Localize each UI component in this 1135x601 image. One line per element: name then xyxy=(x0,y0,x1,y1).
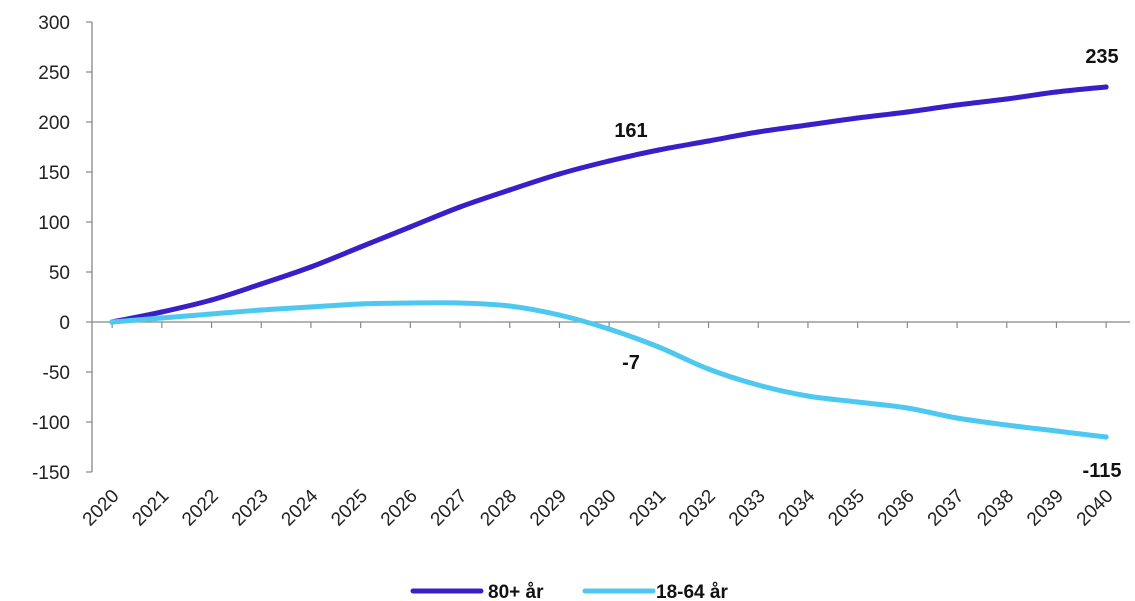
y-tick-label: 150 xyxy=(38,163,70,184)
data-label: 161 xyxy=(614,120,647,142)
axes xyxy=(91,22,1130,472)
series-1-point xyxy=(1103,434,1109,440)
y-tick-label: 300 xyxy=(38,13,70,34)
x-tick-label: 2028 xyxy=(476,486,521,531)
series-1-point xyxy=(407,300,413,306)
y-tick-label: -100 xyxy=(32,413,70,434)
series-1-point xyxy=(1053,428,1059,434)
x-tick-labels: 2020 2021 2022 2023 2024 2025 2026 2027 2028 2029… xyxy=(79,322,1118,530)
x-tick-label: 2035 xyxy=(824,486,869,531)
series-0-point xyxy=(606,158,612,164)
series-1-point xyxy=(556,312,562,318)
series-1-point xyxy=(805,393,811,399)
series-1-point xyxy=(606,326,612,332)
y-tick-label: 50 xyxy=(49,263,70,284)
x-tick-label: 2029 xyxy=(526,486,571,531)
series-0-point xyxy=(159,309,165,315)
y-tick-label: 250 xyxy=(38,63,70,84)
x-tick-label: 2027 xyxy=(427,486,472,531)
series-0-point xyxy=(805,122,811,128)
series-0-point xyxy=(407,224,413,230)
series-0-point xyxy=(954,102,960,108)
series-1-point xyxy=(159,315,165,321)
series-lines xyxy=(109,84,1109,440)
series-0-point xyxy=(308,264,314,270)
series-0-point xyxy=(1004,96,1010,102)
series-1-point xyxy=(357,301,364,307)
series-0-point xyxy=(904,109,910,115)
series-0-point xyxy=(556,171,562,177)
x-tick-label: 2021 xyxy=(128,486,173,531)
series-1-point xyxy=(1004,422,1010,428)
series-1-point xyxy=(507,303,513,309)
series-1-point xyxy=(705,366,712,372)
data-label: -7 xyxy=(622,352,640,374)
series-1-point xyxy=(656,344,662,350)
series-0-point xyxy=(1103,84,1109,90)
y-tick-labels: 300 250 200 150 100 50 0 -50 -100 -150 xyxy=(32,13,92,484)
data-label: -115 xyxy=(1083,460,1122,482)
series-1-point xyxy=(308,304,314,310)
y-tick-label: 200 xyxy=(38,113,70,134)
series-1-point xyxy=(954,415,960,421)
series-1-point xyxy=(904,405,910,411)
x-tick-label: 2039 xyxy=(1023,486,1068,531)
series-1-point xyxy=(854,399,861,405)
series-1-point xyxy=(109,319,115,325)
series-line-0 xyxy=(109,84,1109,325)
x-tick-label: 2032 xyxy=(675,486,720,531)
y-tick-label: 100 xyxy=(38,213,70,234)
series-0-point xyxy=(755,129,761,135)
x-tick-label: 2034 xyxy=(775,485,820,530)
data-label: 235 xyxy=(1085,46,1118,68)
x-tick-label: 2030 xyxy=(576,486,621,531)
series-0-point xyxy=(208,297,214,303)
x-tick-label: 2023 xyxy=(228,486,273,531)
x-tick-label: 2020 xyxy=(79,486,124,531)
series-1-point xyxy=(457,300,463,306)
x-tick-label: 2026 xyxy=(377,486,422,531)
legend-label-1: 18-64 år xyxy=(656,582,728,601)
series-0-point xyxy=(656,147,662,153)
series-0-point xyxy=(1053,89,1059,95)
x-tick-label: 2033 xyxy=(725,486,770,531)
series-0-point xyxy=(357,244,364,250)
y-tick-label: 0 xyxy=(59,313,70,334)
series-1-point xyxy=(755,382,761,388)
y-tick-label: -150 xyxy=(32,463,70,484)
data-labels: 161 235 -7 -115 xyxy=(614,46,1121,482)
x-tick-label: 2040 xyxy=(1073,486,1118,531)
x-tick-label: 2037 xyxy=(924,486,969,531)
x-tick-label: 2036 xyxy=(874,486,919,531)
legend: 80+ år 18-64 år xyxy=(410,582,728,601)
series-0-point xyxy=(507,187,513,193)
series-0-point xyxy=(457,204,463,210)
x-tick-label: 2024 xyxy=(278,485,323,530)
x-tick-label: 2022 xyxy=(178,486,223,531)
series-0-point xyxy=(854,115,861,121)
series-0-point xyxy=(258,281,264,287)
series-1-point xyxy=(208,311,214,317)
x-tick-label: 2038 xyxy=(973,486,1018,531)
x-tick-label: 2025 xyxy=(327,486,372,531)
x-tick-label: 2031 xyxy=(625,486,670,531)
series-1-point xyxy=(258,307,264,313)
series-0-point xyxy=(705,138,712,144)
legend-label-0: 80+ år xyxy=(488,582,544,601)
y-tick-label: -50 xyxy=(43,363,70,384)
